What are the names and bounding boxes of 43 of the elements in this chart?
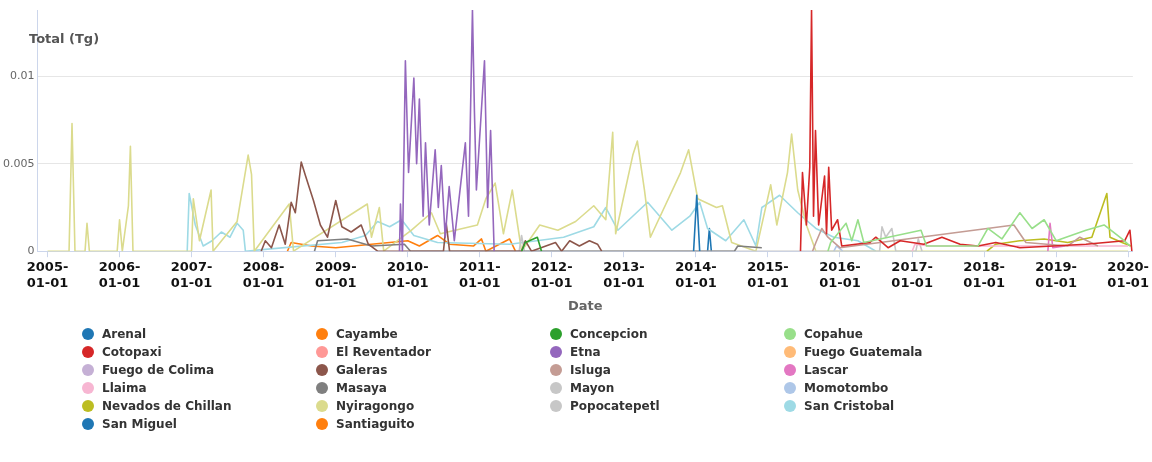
- legend-label: Nevados de Chillan: [102, 399, 232, 413]
- legend-label: Isluga: [570, 363, 611, 377]
- x-axis-title: Date: [567, 297, 603, 313]
- y-tick-label: 0.01: [9, 69, 35, 83]
- legend-label: Concepcion: [570, 327, 648, 341]
- x-tick-label: 2009- 01-01: [314, 259, 357, 290]
- legend-label: Galeras: [336, 363, 388, 377]
- legend-label: Momotombo: [804, 381, 889, 395]
- legend-label: Copahue: [804, 327, 863, 341]
- legend-label: Masaya: [336, 381, 387, 395]
- x-tick-label: 2012- 01-01: [530, 259, 573, 290]
- x-tick-label: 2014- 01-01: [675, 259, 717, 290]
- legend-label: Fuego de Colima: [102, 363, 215, 377]
- x-tick-label: 2006- 01-01: [98, 259, 141, 290]
- x-tick-label: 2020- 01-01: [1107, 259, 1149, 290]
- x-tick-label: 2015- 01-01: [747, 259, 789, 290]
- x-tick-label: 2007- 01-01: [170, 259, 213, 290]
- legend-label: El Reventador: [336, 345, 431, 359]
- x-tick-label: 2011- 01-01: [458, 259, 501, 290]
- x-tick-label: 2017- 01-01: [891, 259, 933, 290]
- legend-label: Cayambe: [336, 327, 398, 341]
- y-axis-title: Total (Tg): [29, 31, 100, 47]
- legend-label: San Miguel: [102, 417, 177, 431]
- x-tick-label: 2008- 01-01: [242, 259, 285, 290]
- legend-label: Arenal: [102, 327, 147, 341]
- legend-label: Etna: [570, 345, 601, 359]
- legend-label: Lascar: [804, 363, 849, 377]
- legend-label: Santiaguito: [336, 417, 415, 431]
- legend-label: Llaima: [102, 381, 147, 395]
- legend-label: San Cristobal: [804, 399, 895, 413]
- legend-label: Fuego Guatemala: [804, 345, 923, 359]
- x-tick-label: 2019- 01-01: [1035, 259, 1077, 290]
- legend-label: Cotopaxi: [102, 345, 162, 359]
- x-tick-label: 2010- 01-01: [386, 259, 429, 290]
- x-tick-label: 2018- 01-01: [963, 259, 1005, 290]
- x-tick-label: 2013- 01-01: [603, 259, 645, 290]
- legend-label: Popocatepetl: [570, 399, 660, 413]
- legend-label: Mayon: [570, 381, 615, 395]
- y-tick-label: 0.005: [2, 156, 35, 170]
- y-tick-label: 0: [27, 244, 35, 258]
- x-tick-label: 2005- 01-01: [26, 259, 69, 290]
- legend-label: Nyiragongo: [336, 399, 415, 413]
- x-tick-label: 2016- 01-01: [819, 259, 861, 290]
